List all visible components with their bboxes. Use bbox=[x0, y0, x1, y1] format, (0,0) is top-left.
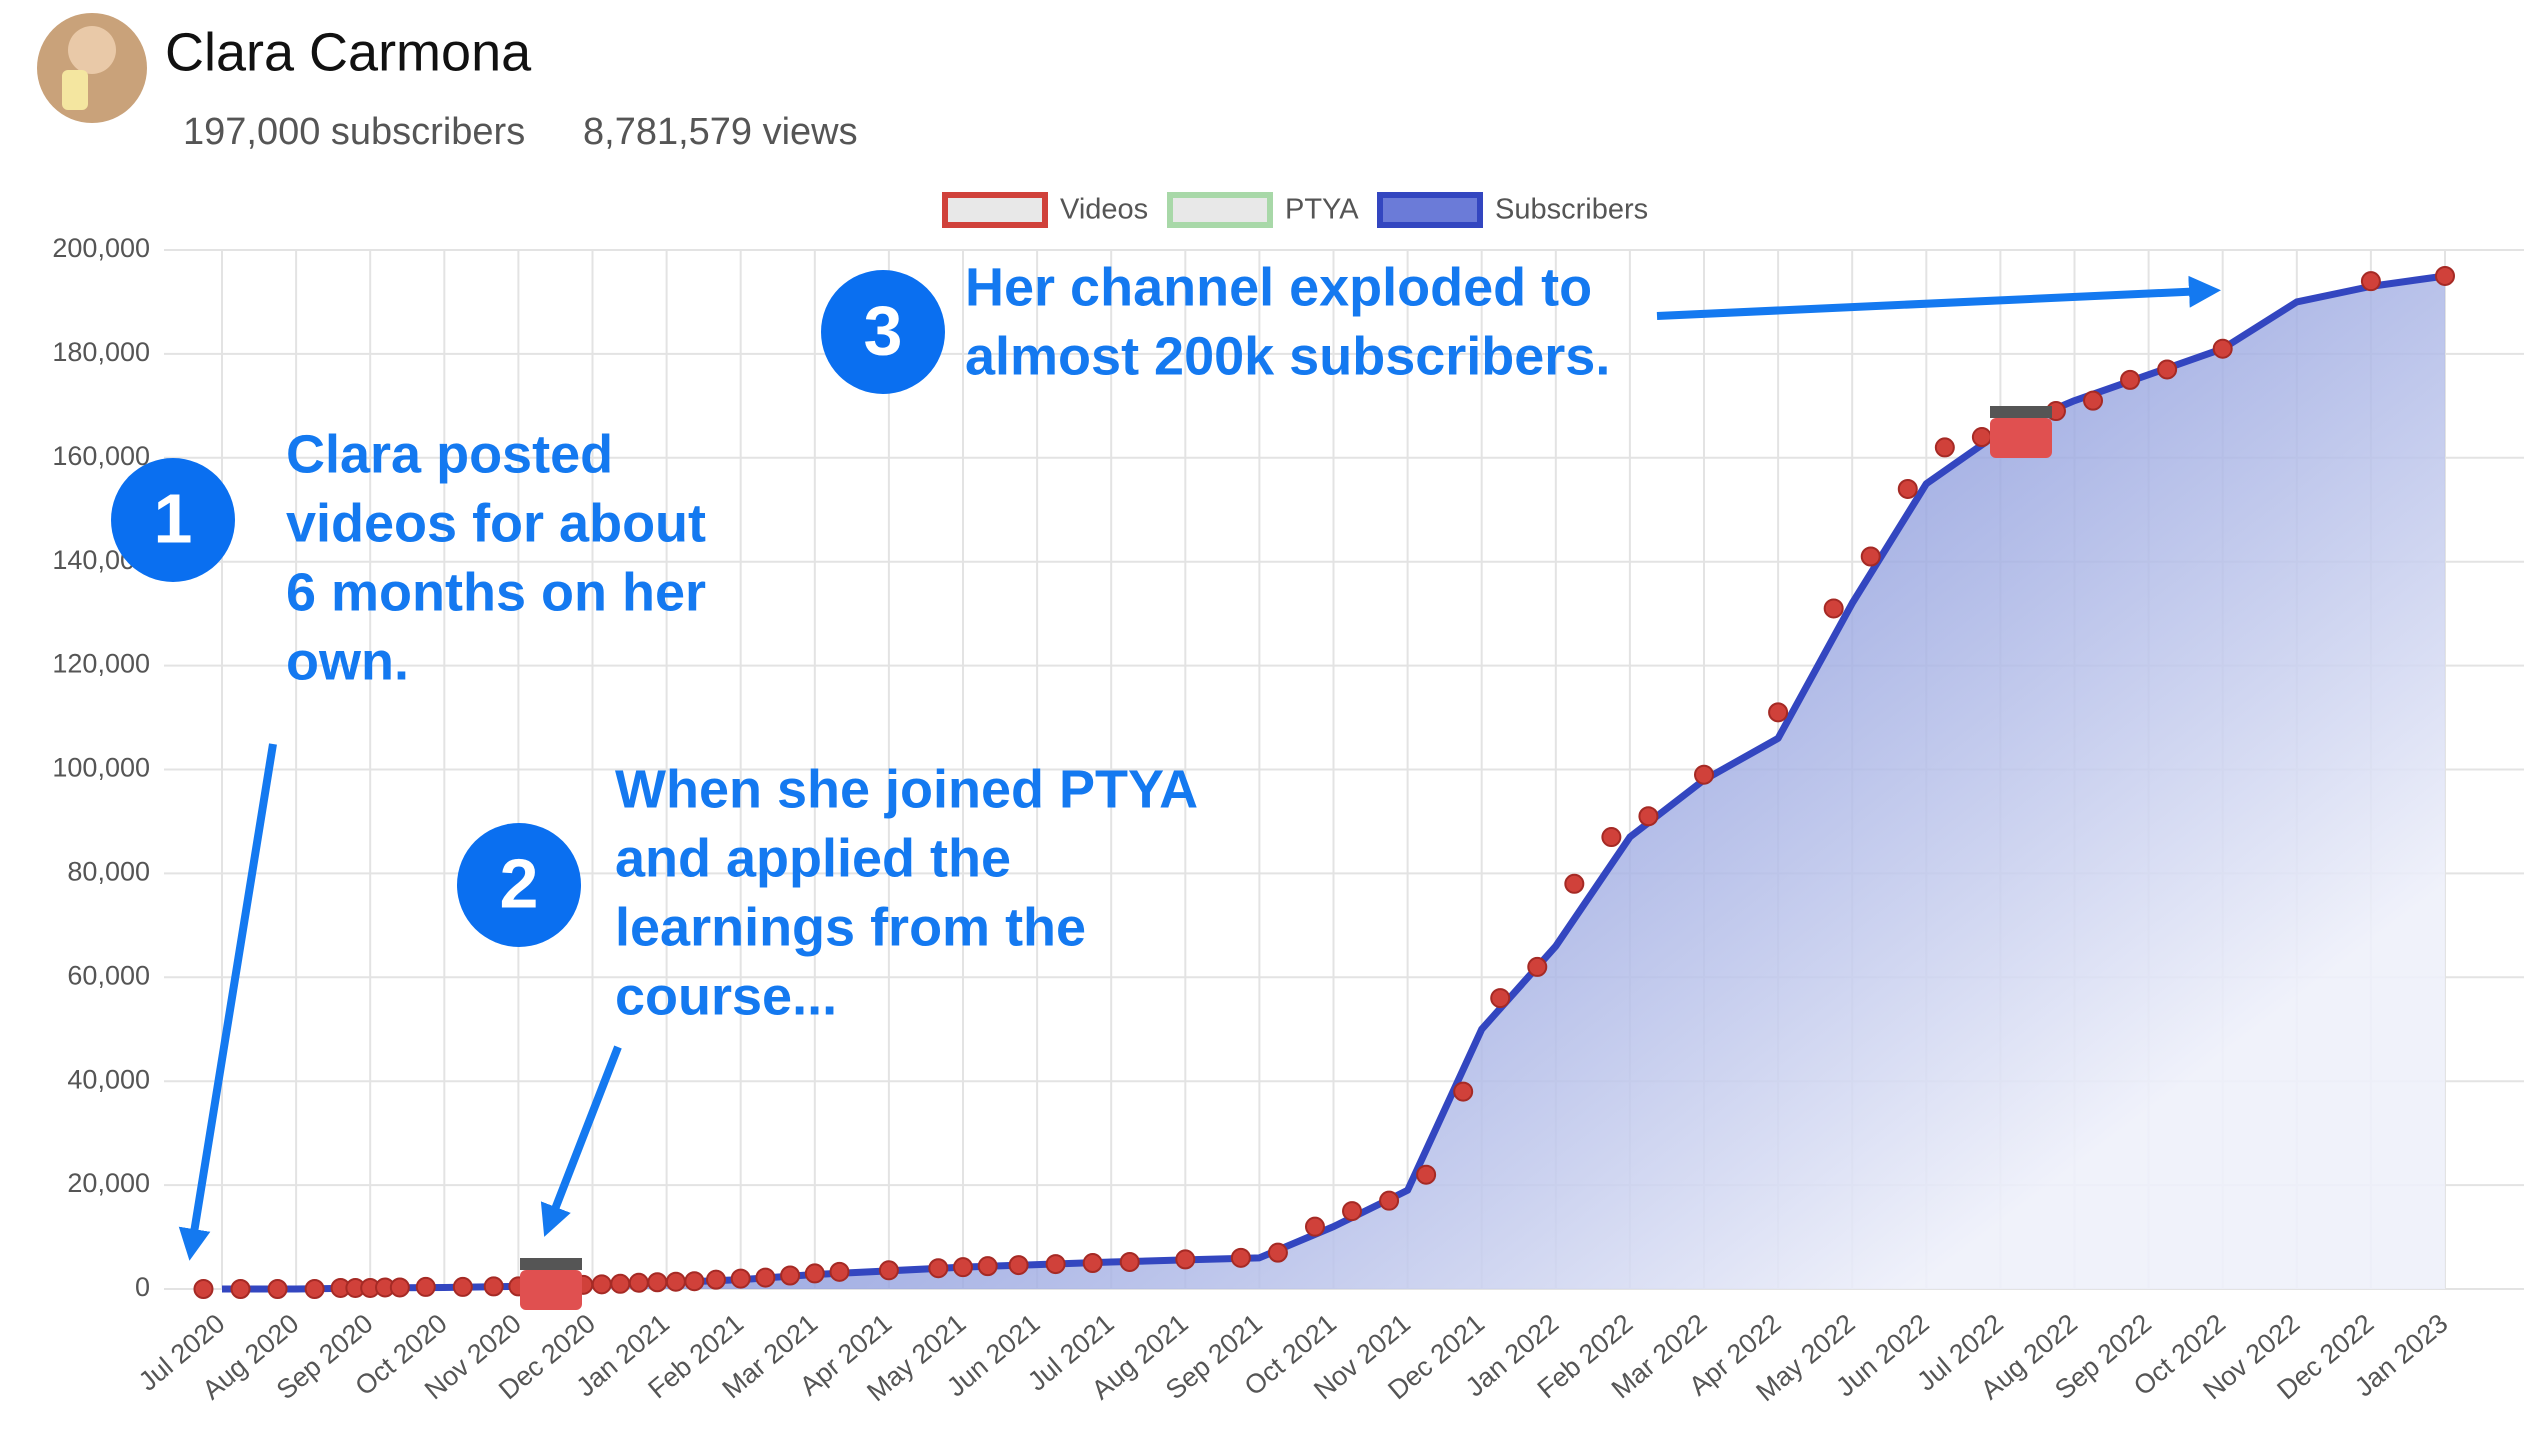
video-dot bbox=[706, 1269, 726, 1290]
video-dot bbox=[1601, 827, 1622, 848]
video-dot bbox=[267, 1279, 288, 1299]
y-tick-label: 180,000 bbox=[52, 337, 150, 367]
video-dot bbox=[1694, 764, 1714, 785]
area-fill bbox=[222, 275, 2445, 1290]
legend-swatch bbox=[1377, 192, 1483, 228]
annotation-text: learnings from the bbox=[615, 897, 1086, 957]
y-tick-label: 160,000 bbox=[52, 441, 150, 471]
y-tick-label: 100,000 bbox=[52, 753, 150, 783]
video-dot bbox=[730, 1268, 751, 1289]
clapper-icons bbox=[520, 406, 2052, 1310]
annotation-text: Clara posted bbox=[286, 424, 613, 484]
video-dot bbox=[1082, 1253, 1103, 1274]
video-dot bbox=[1045, 1254, 1066, 1275]
annotation-number: 2 bbox=[500, 844, 539, 922]
y-tick-label: 200,000 bbox=[52, 233, 150, 263]
video-dot bbox=[1453, 1081, 1474, 1102]
video-dot bbox=[389, 1277, 410, 1298]
annotation-badge bbox=[111, 458, 235, 582]
video-dot bbox=[878, 1260, 899, 1281]
video-dot bbox=[610, 1273, 631, 1294]
view-count: 8,781,579 views bbox=[583, 111, 858, 153]
video-dot bbox=[1119, 1251, 1140, 1272]
annotation-text: 6 months on her bbox=[286, 562, 706, 622]
video-dot bbox=[1175, 1249, 1196, 1270]
annotation-text: own. bbox=[286, 631, 409, 691]
video-dot bbox=[665, 1271, 686, 1292]
video-dot bbox=[1267, 1242, 1288, 1263]
video-dot bbox=[591, 1274, 612, 1295]
video-dot bbox=[1860, 546, 1881, 567]
channel-name: Clara Carmona bbox=[165, 22, 532, 82]
annotation-text: Her channel exploded to bbox=[965, 257, 1592, 317]
legend-label: PTYA bbox=[1285, 194, 1359, 226]
video-dot bbox=[2083, 390, 2104, 411]
video-dot bbox=[2157, 359, 2178, 380]
annotation-text: videos for about bbox=[286, 493, 706, 553]
video-dot bbox=[415, 1276, 436, 1297]
video-dot bbox=[1768, 702, 1789, 723]
y-tick-label: 120,000 bbox=[52, 649, 150, 679]
y-tick-label: 40,000 bbox=[67, 1064, 150, 1094]
annotation-badge bbox=[457, 823, 581, 947]
video-dot bbox=[2120, 369, 2141, 390]
video-dot bbox=[1897, 478, 1918, 499]
avatar bbox=[37, 13, 147, 123]
y-tick-label: 0 bbox=[135, 1272, 150, 1302]
video-dot bbox=[1527, 956, 1548, 977]
annotation-text: almost 200k subscribers. bbox=[965, 326, 1610, 386]
video-dot bbox=[1934, 437, 1955, 458]
video-dot bbox=[2212, 338, 2233, 359]
video-dot bbox=[483, 1276, 504, 1297]
video-dot bbox=[804, 1263, 825, 1284]
subscriber-count: 197,000 subscribers bbox=[183, 111, 525, 153]
y-tick-label: 80,000 bbox=[67, 857, 150, 887]
annotation-text: and applied the bbox=[615, 828, 1011, 888]
video-dot bbox=[1564, 873, 1585, 894]
video-dot bbox=[1342, 1201, 1363, 1222]
video-dot bbox=[977, 1256, 998, 1277]
legend-swatch bbox=[942, 192, 1048, 228]
video-dot bbox=[304, 1279, 325, 1299]
video-dot bbox=[2360, 271, 2381, 292]
video-dot bbox=[193, 1279, 214, 1299]
video-dot bbox=[1638, 806, 1659, 827]
legend-swatch bbox=[1167, 192, 1273, 228]
video-dot bbox=[1490, 988, 1511, 1009]
video-dot bbox=[928, 1258, 949, 1279]
video-dot bbox=[1304, 1216, 1325, 1237]
video-dot bbox=[684, 1271, 705, 1292]
video-dot bbox=[1008, 1255, 1029, 1276]
annotation-text: course... bbox=[615, 966, 837, 1026]
video-dot bbox=[1416, 1164, 1437, 1185]
video-dot bbox=[2435, 265, 2455, 286]
legend-label: Videos bbox=[1060, 194, 1148, 226]
video-dot bbox=[780, 1265, 801, 1286]
annotation-number: 1 bbox=[154, 479, 193, 557]
video-dot bbox=[1230, 1247, 1251, 1268]
video-dot bbox=[755, 1267, 776, 1288]
arrows bbox=[178, 275, 2221, 1261]
video-dot bbox=[829, 1261, 850, 1282]
video-dot bbox=[1379, 1190, 1400, 1211]
video-dot bbox=[953, 1257, 973, 1278]
video-dot bbox=[628, 1272, 649, 1293]
y-tick-label: 20,000 bbox=[67, 1168, 150, 1198]
video-dot bbox=[230, 1279, 251, 1299]
video-dot bbox=[647, 1272, 668, 1293]
y-tick-label: 60,000 bbox=[67, 960, 150, 990]
video-dot bbox=[452, 1276, 473, 1297]
video-dot bbox=[1823, 598, 1844, 619]
annotation-text: When she joined PTYA bbox=[615, 759, 1198, 819]
annotation-number: 3 bbox=[864, 291, 903, 369]
legend-label: Subscribers bbox=[1495, 194, 1648, 226]
annotation-badge bbox=[821, 270, 945, 394]
video-dot bbox=[1971, 427, 1992, 448]
